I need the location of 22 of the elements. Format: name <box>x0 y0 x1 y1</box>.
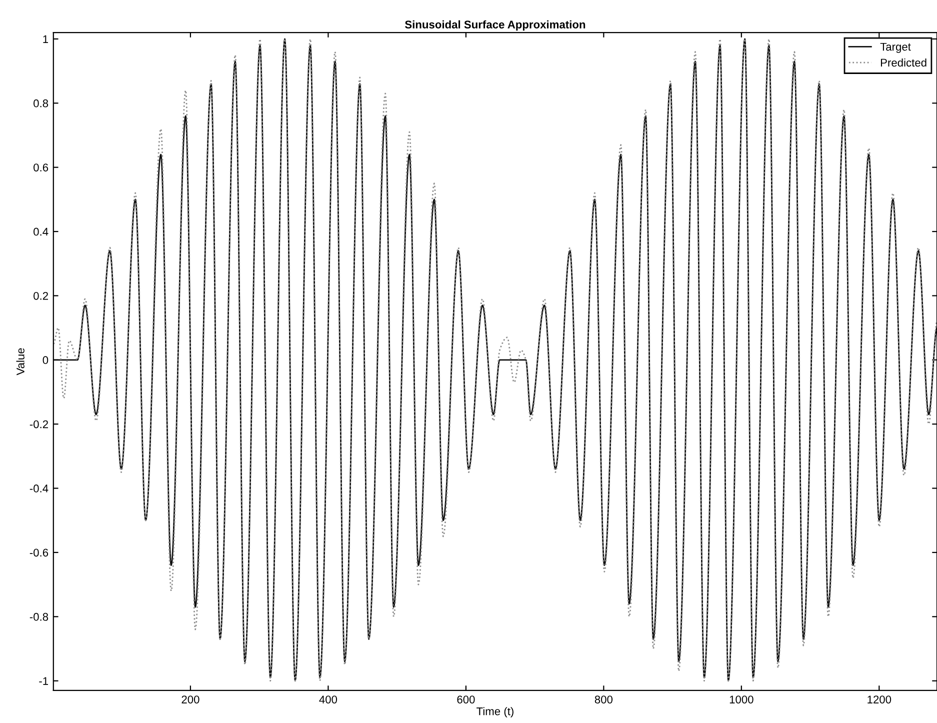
y-tick-label: 0.8 <box>34 99 48 108</box>
y-tick-label: 0.6 <box>34 164 48 172</box>
x-tick-label: 800 <box>594 696 613 704</box>
x-tick-label: 1200 <box>868 696 892 704</box>
x-tick-label: 1000 <box>730 696 754 704</box>
y-tick-label: -0.6 <box>30 548 48 557</box>
x-axis-title: Time (t) <box>476 707 514 718</box>
legend-label: Predicted <box>880 58 926 67</box>
y-tick-label: 0.2 <box>34 292 48 300</box>
y-tick-label: -0.8 <box>30 612 48 621</box>
chart-title: Sinusoidal Surface Approximation <box>404 20 586 31</box>
x-tick-label: 600 <box>457 696 475 704</box>
y-tick-label: 0.4 <box>34 228 48 236</box>
y-axis-title: Value <box>16 348 24 376</box>
y-tick-label: -1 <box>39 677 48 685</box>
y-tick-label: -0.2 <box>30 420 48 428</box>
y-tick-label: 1 <box>43 35 48 43</box>
x-tick-label: 200 <box>182 696 200 704</box>
y-tick-label: -0.4 <box>30 484 48 492</box>
legend-label: Target <box>880 42 911 53</box>
x-tick-label: 400 <box>319 696 338 704</box>
y-tick-label: 0 <box>42 356 48 364</box>
